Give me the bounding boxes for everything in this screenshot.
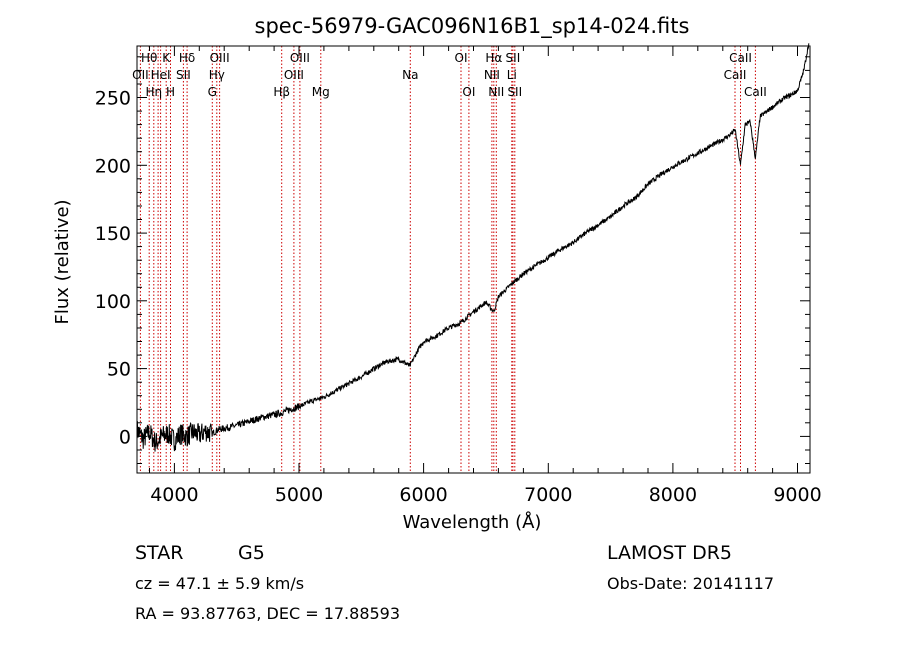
line-marker-label: Hδ [179, 51, 195, 65]
chart-title: spec-56979-GAC096N16B1_sp14-024.fits [255, 14, 690, 39]
coordinates: RA = 93.87763, DEC = 17.88593 [135, 604, 400, 623]
object-class: STAR [135, 542, 183, 564]
line-marker-label: SII [507, 85, 522, 99]
y-tick-label: 100 [95, 291, 131, 313]
y-tick-label: 150 [95, 223, 131, 245]
line-marker-label: OII [132, 68, 149, 82]
x-axis: 4000 5000 6000 7000 8000 9000 [149, 46, 822, 506]
line-marker-label: Hη [145, 85, 162, 99]
y-tick-label: 0 [119, 426, 131, 448]
y-tick-label: 50 [107, 359, 131, 381]
line-marker-label: SII [176, 68, 191, 82]
y-tick-label: 200 [95, 155, 131, 177]
x-tick-label: 9000 [773, 484, 821, 506]
line-marker-labels: OIIHθHηHeIKHSIIHδGHγOIIIHβOIIIOIIIMgNaOI… [132, 51, 767, 99]
x-tick-label: 8000 [649, 484, 697, 506]
line-marker-label: NII [484, 68, 500, 82]
line-markers [139, 46, 756, 473]
line-marker-label: CaII [744, 85, 767, 99]
redshift-value: cz = 47.1 ± 5.9 km/s [135, 574, 304, 593]
line-marker-label: Li [507, 68, 517, 82]
line-marker-label: H [166, 85, 175, 99]
line-marker-label: Mg [312, 85, 330, 99]
x-tick-label: 4000 [150, 484, 198, 506]
line-marker-label: Hθ [141, 51, 157, 65]
line-marker-label: HeI [151, 68, 171, 82]
x-tick-label: 7000 [524, 484, 572, 506]
line-marker-label: G [208, 85, 217, 99]
spectrum-series [136, 43, 810, 452]
x-tick-label: 5000 [275, 484, 323, 506]
line-marker-label: OIII [290, 51, 310, 65]
line-marker-label: Hα [485, 51, 502, 65]
y-axis-label: Flux (relative) [52, 199, 73, 324]
line-marker-label: SII [506, 51, 521, 65]
x-tick-label: 6000 [399, 484, 447, 506]
line-marker-label: K [162, 51, 171, 65]
line-marker-label: OI [462, 85, 475, 99]
line-marker-label: CaII [724, 68, 747, 82]
line-marker-label: NII [488, 85, 504, 99]
line-marker-label: Na [402, 68, 418, 82]
y-tick-label: 250 [95, 88, 131, 110]
object-subclass: G5 [238, 542, 265, 564]
y-axis: 0 50 100 150 200 250 [95, 56, 810, 464]
survey-name: LAMOST DR5 [607, 542, 732, 564]
plot-frame [136, 45, 811, 474]
line-marker-label: CaII [729, 51, 752, 65]
x-axis-label: Wavelength (Å) [403, 511, 542, 533]
line-marker-label: OIII [284, 68, 304, 82]
line-marker-label: OI [455, 51, 468, 65]
line-marker-label: OIII [210, 51, 230, 65]
observation-date: Obs-Date: 20141117 [607, 574, 774, 593]
line-marker-label: Hγ [209, 68, 225, 82]
line-marker-label: Hβ [273, 85, 290, 99]
